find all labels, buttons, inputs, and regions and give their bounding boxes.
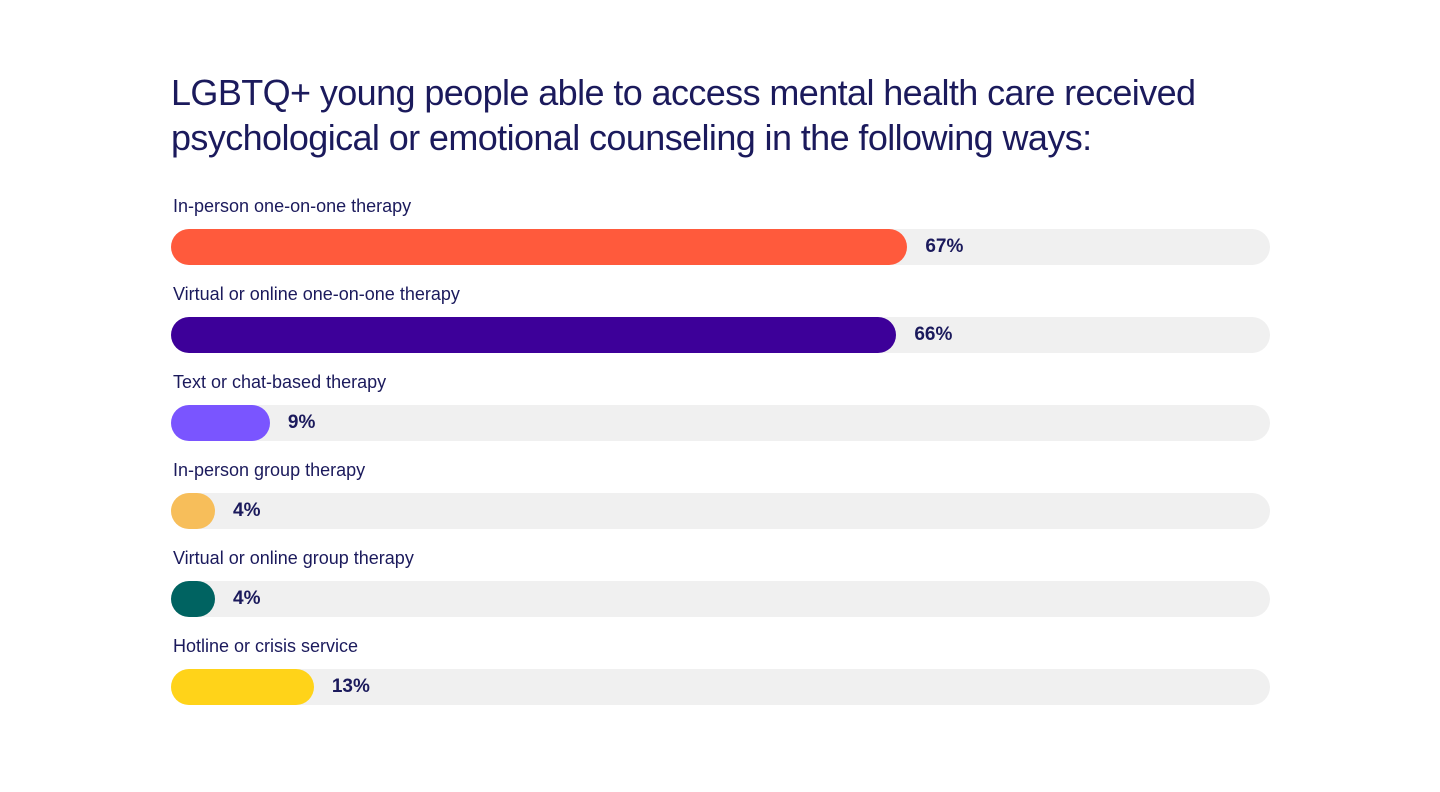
bar-row: In-person group therapy 4% [171,458,1270,546]
value-label: 4% [233,500,261,521]
bar-row: Hotline or crisis service 13% [171,634,1270,722]
chart: LGBTQ+ young people able to access menta… [171,70,1270,705]
value-label: 66% [914,324,953,345]
chart-title: LGBTQ+ young people able to access menta… [171,72,1196,158]
category-label: Hotline or crisis service [173,636,359,656]
value-label: 13% [331,676,370,697]
category-label: Text or chat-based therapy [173,372,387,392]
bar-track: 67% [171,229,1270,265]
bar [171,493,215,529]
bar [171,317,897,353]
bar [171,581,215,617]
bar [171,405,270,441]
bar-track: 13% [171,669,1270,705]
category-label: In-person group therapy [173,460,366,480]
value-label: 9% [287,412,316,433]
bar-track: 9% [171,405,1270,441]
bar-rows: In-person one-on-one therapy 67% Virtual o… [171,194,1270,722]
bar [171,669,314,705]
bar-track: 4% [171,581,1270,617]
value-label: 67% [925,236,964,257]
bar-track: 4% [171,493,1270,529]
category-label: Virtual or online group therapy [173,548,414,568]
bar-row: Text or chat-based therapy 9% [171,370,1270,458]
bar-row: Virtual or online group therapy 4% [171,546,1270,634]
bar-row: In-person one-on-one therapy 67% [171,194,1270,282]
bar-track: 66% [171,317,1270,353]
bar [171,229,908,265]
value-label: 4% [233,588,261,609]
bar-row: Virtual or online one-on-one therapy 66% [171,282,1270,370]
category-label: In-person one-on-one therapy [173,196,412,216]
category-label: Virtual or online one-on-one therapy [173,284,460,304]
